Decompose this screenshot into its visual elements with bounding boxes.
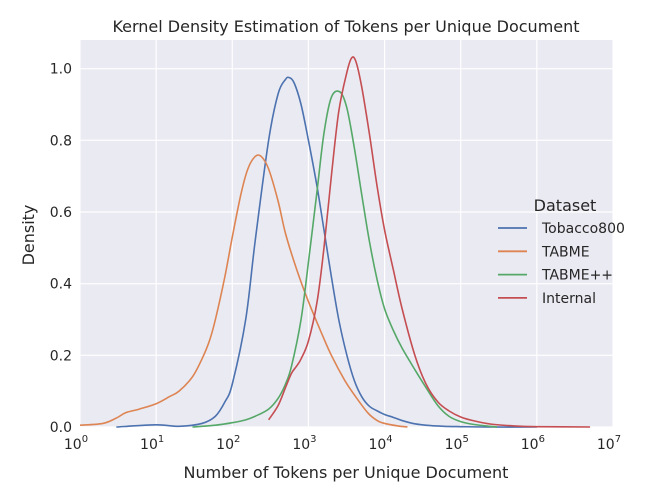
x-tick-labels: 100 101 102 103 104 105 106 107 [64, 434, 621, 453]
legend: Dataset Tobacco800 TABME TABME++ Internal [498, 196, 625, 307]
x-tick-label: 106 [521, 434, 545, 453]
chart-title: Kernel Density Estimation of Tokens per … [112, 17, 579, 36]
legend-label-internal: Internal [542, 291, 596, 307]
y-tick-labels: 0.0 0.2 0.4 0.6 0.8 1.0 [50, 62, 72, 436]
y-tick-label: 0.0 [50, 420, 72, 436]
x-tick-label: 102 [216, 434, 240, 453]
legend-title: Dataset [534, 196, 597, 215]
y-tick-label: 1.0 [50, 62, 72, 78]
x-axis-label: Number of Tokens per Unique Document [184, 463, 509, 482]
legend-label-tabme: TABME [541, 244, 590, 260]
y-axis-label: Density [19, 205, 38, 266]
series-line-tabme [79, 154, 408, 428]
y-tick-label: 0.4 [50, 277, 72, 293]
series-line-tobacco800 [116, 76, 537, 428]
x-tick-label: 107 [597, 434, 621, 453]
plot-background [80, 40, 613, 427]
x-tick-label: 101 [140, 434, 164, 453]
series-line-internal [267, 56, 591, 428]
legend-label-tobacco800: Tobacco800 [541, 221, 625, 237]
y-tick-label: 0.6 [50, 205, 72, 221]
y-tick-label: 0.8 [50, 133, 72, 149]
x-tick-label: 104 [368, 434, 392, 453]
y-tick-label: 0.2 [50, 348, 72, 364]
legend-label-tabme: TABME++ [541, 268, 613, 284]
x-tick-label: 105 [445, 434, 469, 453]
x-tick-label: 100 [64, 434, 88, 453]
series-lines [79, 56, 591, 428]
series-line-tabme [192, 90, 498, 428]
x-tick-label: 103 [292, 434, 316, 453]
